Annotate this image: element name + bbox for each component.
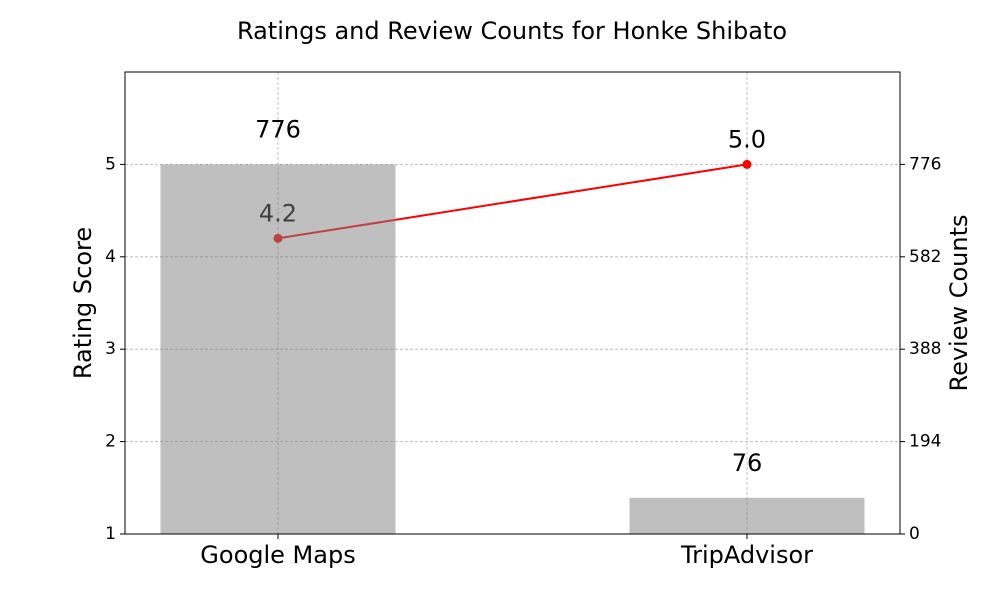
bar [629, 497, 865, 534]
y-tick-label: 2 [105, 432, 116, 452]
y2-tick-label: 776 [909, 154, 941, 174]
y2-axis-label: Review Counts [945, 214, 973, 391]
y2-tick-label: 582 [909, 247, 941, 267]
x-tick-label: TripAdvisor [680, 541, 813, 569]
y-axis-label: Rating Score [69, 227, 97, 379]
chart-title: Ratings and Review Counts for Honke Shib… [237, 17, 787, 45]
plot-frame [124, 71, 901, 535]
bar [160, 164, 396, 534]
data-label: 76 [732, 449, 763, 477]
y2-tick-label: 0 [909, 524, 920, 544]
y-tick-label: 5 [105, 154, 116, 174]
line-point [742, 159, 752, 169]
data-label: 776 [255, 115, 301, 143]
y-tick-label: 3 [105, 339, 116, 359]
y-tick-label: 4 [105, 247, 116, 267]
x-tick-label: Google Maps [200, 541, 355, 569]
data-label: 5.0 [728, 125, 766, 153]
y2-tick-label: 194 [909, 432, 941, 452]
y-tick-label: 1 [105, 524, 116, 544]
y2-tick-label: 388 [909, 339, 941, 359]
